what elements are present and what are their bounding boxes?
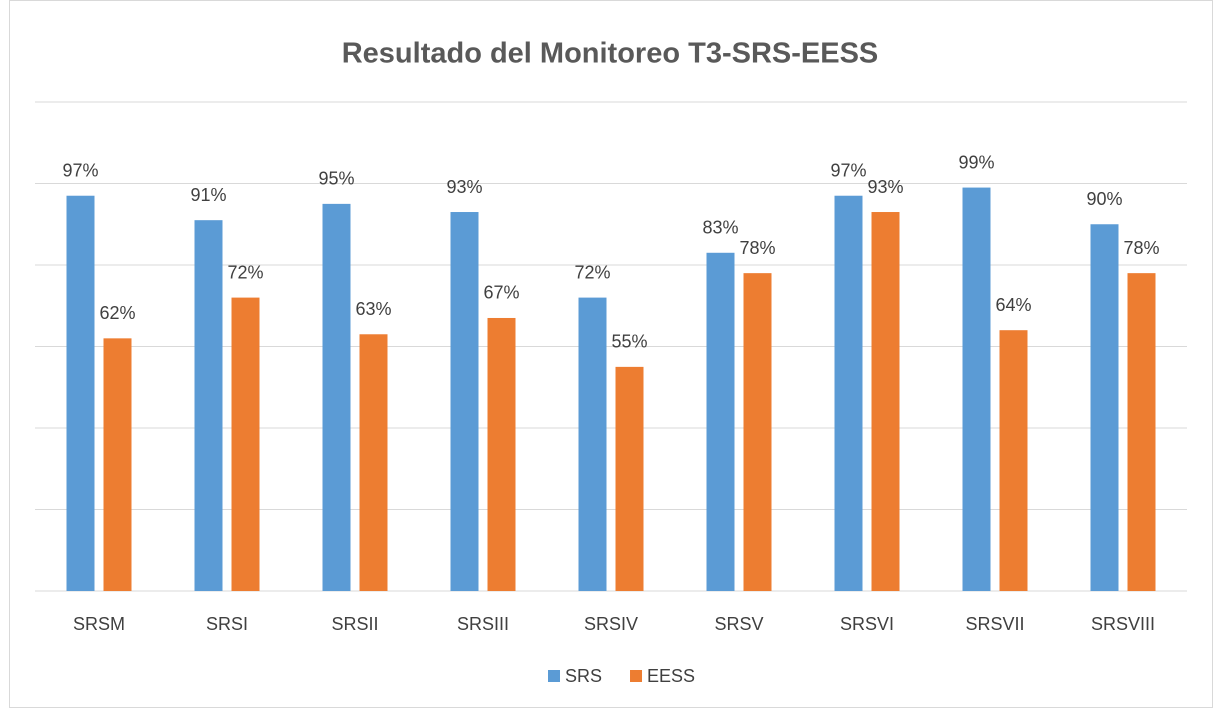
value-label: 72% bbox=[574, 262, 610, 282]
bar bbox=[1127, 273, 1156, 591]
value-label: 67% bbox=[483, 283, 519, 303]
x-tick-label: SRSVIII bbox=[1091, 614, 1155, 634]
x-tick-label: SRSVII bbox=[965, 614, 1024, 634]
legend-label: SRS bbox=[565, 666, 602, 686]
bar bbox=[1090, 224, 1119, 591]
bar bbox=[962, 187, 991, 591]
x-tick-label: SRSI bbox=[206, 614, 248, 634]
x-tick-label: SRSII bbox=[331, 614, 378, 634]
bar bbox=[834, 195, 863, 591]
bar bbox=[322, 203, 351, 591]
bar bbox=[615, 366, 644, 591]
value-label: 97% bbox=[830, 160, 866, 180]
bar bbox=[66, 195, 95, 591]
value-label: 55% bbox=[611, 332, 647, 352]
bar bbox=[706, 252, 735, 591]
bar bbox=[359, 334, 388, 591]
value-label: 99% bbox=[958, 152, 994, 172]
bar bbox=[999, 330, 1028, 591]
value-label: 91% bbox=[190, 185, 226, 205]
bar bbox=[231, 297, 260, 591]
value-label: 78% bbox=[739, 238, 775, 258]
value-label: 72% bbox=[227, 262, 263, 282]
bar bbox=[743, 273, 772, 591]
bar bbox=[103, 338, 132, 591]
value-label: 90% bbox=[1086, 189, 1122, 209]
bar bbox=[194, 220, 223, 592]
x-tick-label: SRSV bbox=[714, 614, 763, 634]
x-tick-label: SRSIV bbox=[584, 614, 638, 634]
legend-swatch bbox=[630, 670, 643, 682]
legend-swatch bbox=[548, 670, 560, 682]
x-tick-label: SRSVI bbox=[840, 614, 894, 634]
value-label: 64% bbox=[995, 295, 1031, 315]
value-label: 93% bbox=[446, 177, 482, 197]
value-label: 93% bbox=[867, 177, 903, 197]
value-label: 95% bbox=[318, 169, 354, 189]
bar bbox=[487, 317, 516, 591]
x-tick-label: SRSIII bbox=[457, 614, 509, 634]
value-label: 62% bbox=[99, 303, 135, 323]
value-label: 83% bbox=[702, 218, 738, 238]
value-label: 78% bbox=[1123, 238, 1159, 258]
legend-label: EESS bbox=[647, 666, 695, 686]
bar bbox=[871, 212, 900, 591]
chart-border bbox=[9, 0, 1213, 708]
value-label: 97% bbox=[62, 160, 98, 180]
value-label: 63% bbox=[355, 299, 391, 319]
bar bbox=[450, 212, 479, 591]
bar bbox=[578, 297, 607, 591]
x-tick-label: SRSM bbox=[73, 614, 125, 634]
chart-title: Resultado del Monitoreo T3-SRS-EESS bbox=[342, 38, 879, 70]
